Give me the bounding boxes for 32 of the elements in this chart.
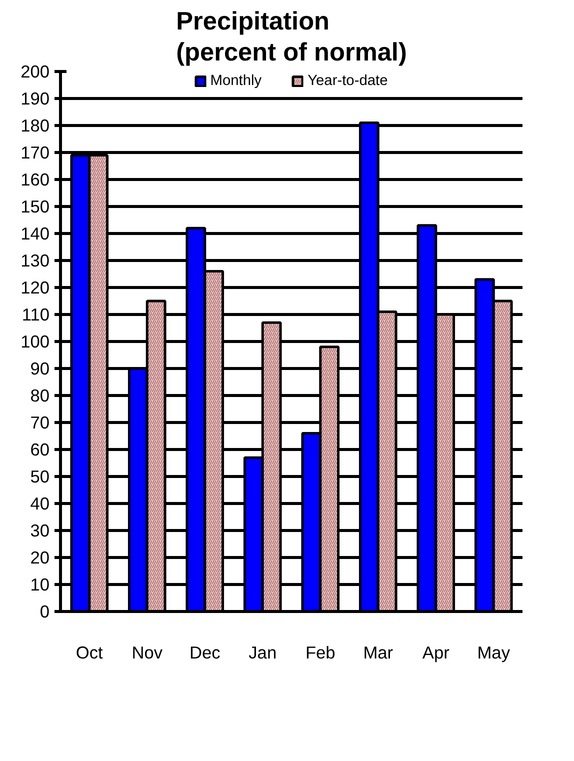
x-tick-label: Apr — [422, 642, 450, 662]
y-tick-label: 160 — [20, 170, 50, 190]
y-tick-label: 80 — [30, 386, 50, 406]
chart-title: Precipitation (percent of normal) — [176, 8, 407, 66]
y-tick-label: 60 — [30, 440, 50, 460]
legend-label: Monthly — [210, 73, 262, 89]
x-tick-label: Oct — [76, 642, 104, 662]
y-tick-label: 120 — [20, 278, 50, 298]
y-tick-label: 70 — [30, 412, 50, 432]
y-tick-label: 170 — [20, 142, 50, 162]
y-tick-label: 20 — [30, 548, 50, 568]
y-tick-label: 110 — [22, 304, 50, 324]
x-tick-label: Feb — [305, 642, 336, 662]
y-tick-label: 0 — [40, 602, 50, 622]
x-tick-label: Mar — [363, 642, 394, 662]
x-tick-label: May — [477, 642, 510, 662]
y-tick-label: 10 — [30, 574, 50, 594]
x-tick-label: Nov — [132, 642, 163, 662]
y-tick-label: 30 — [30, 520, 50, 540]
y-tick-label: 90 — [30, 358, 50, 378]
y-tick-label: 200 — [20, 62, 50, 82]
y-tick-label: 190 — [20, 88, 50, 108]
y-tick-label: 50 — [30, 466, 50, 486]
y-tick-label: 40 — [30, 494, 50, 514]
y-tick-label: 180 — [20, 116, 50, 136]
x-tick-label: Jan — [248, 642, 277, 662]
x-tick-label: Dec — [189, 642, 221, 662]
legend-label: Year-to-date — [308, 73, 388, 89]
y-tick-label: 100 — [20, 332, 50, 352]
y-tick-label: 130 — [20, 250, 50, 270]
y-tick-label: 140 — [20, 224, 50, 244]
y-tick-label: 150 — [20, 196, 50, 216]
